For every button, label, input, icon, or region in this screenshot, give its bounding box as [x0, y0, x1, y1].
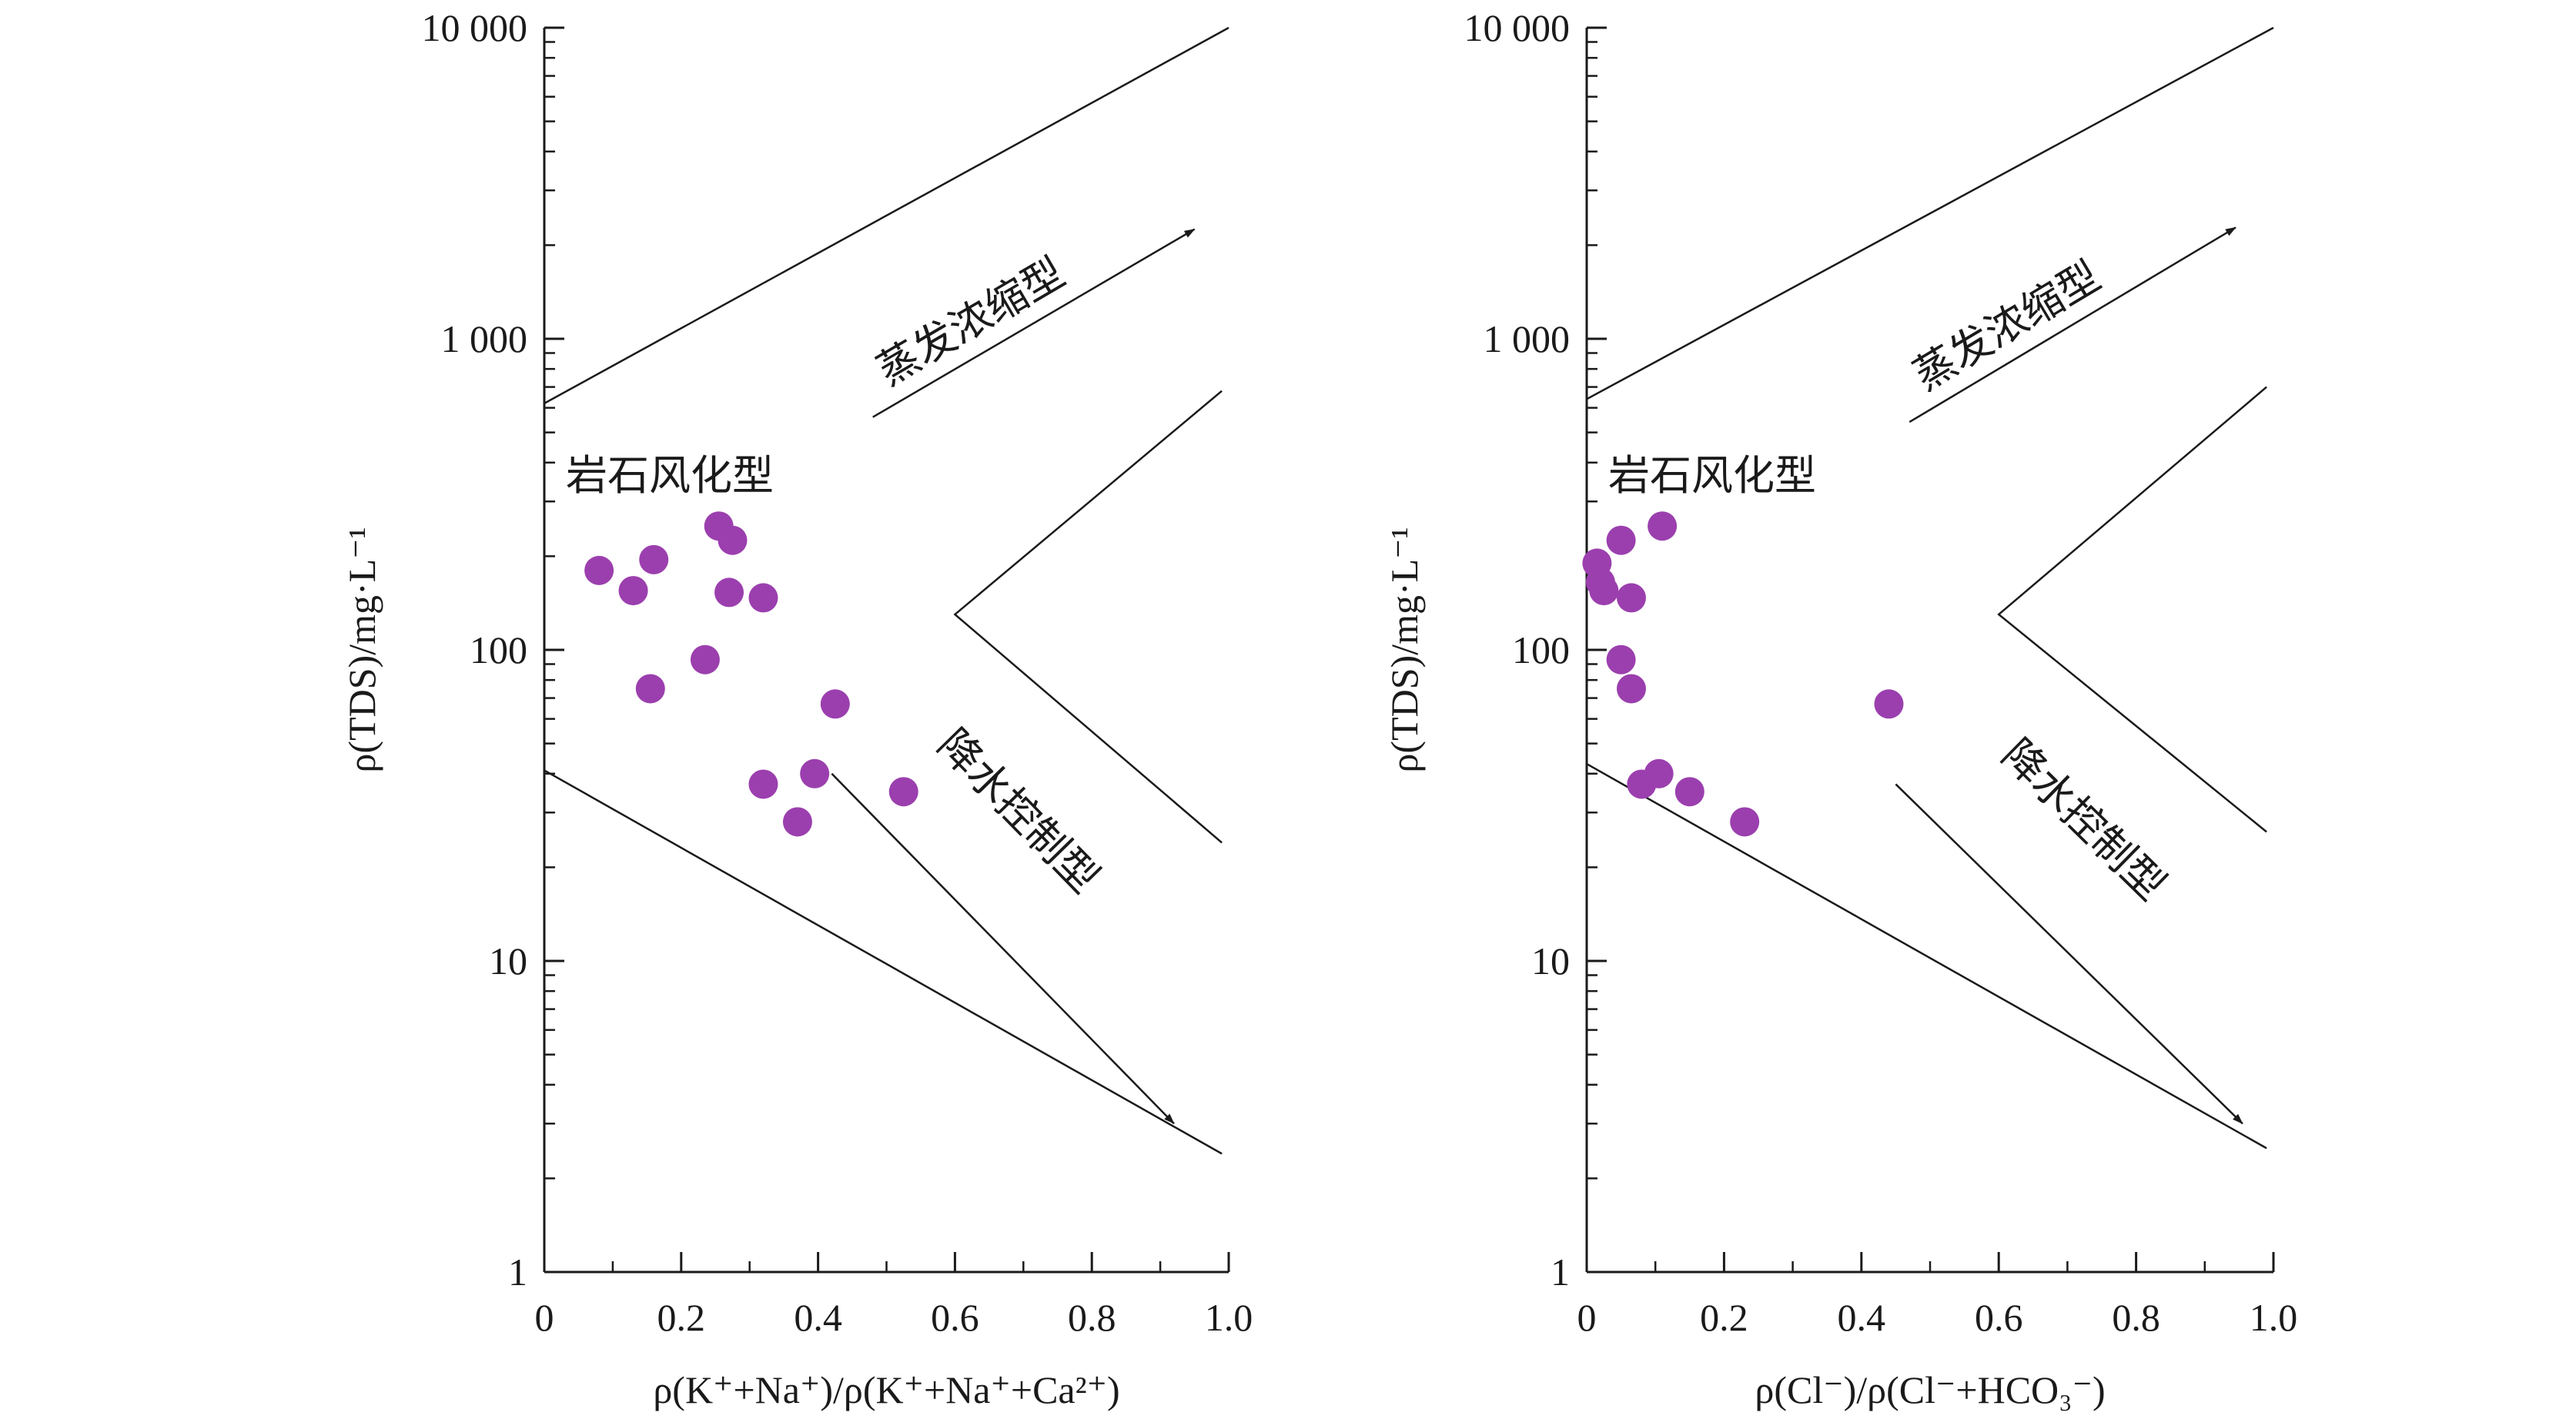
upper-boundary-line: [544, 26, 1229, 404]
x-tick-label: 0.8: [2112, 1296, 2160, 1339]
data-point: [782, 807, 812, 837]
precipitation-arrow: [1895, 783, 2243, 1125]
data-point: [584, 555, 614, 585]
evaporation-label: 蒸发浓缩型: [1905, 252, 2109, 400]
y-tick-label: 10 000: [1464, 6, 1571, 49]
inner-boundary-line: [1997, 386, 2267, 833]
x-tick-label: 0.6: [1975, 1296, 2023, 1339]
x-tick-label: 0.8: [1068, 1296, 1116, 1339]
data-point: [1606, 644, 1636, 675]
x-tick-label: 0: [535, 1296, 554, 1339]
y-axis-label: ρ(TDS)/mg·L⁻¹: [340, 527, 383, 772]
data-point: [1874, 689, 1904, 719]
x-tick-label: 0.4: [1838, 1296, 1886, 1339]
data-point: [1616, 583, 1646, 613]
data-point: [714, 577, 744, 608]
data-point: [1730, 807, 1760, 837]
y-tick-label: 1: [508, 1250, 527, 1294]
lower-boundary-line: [544, 769, 1223, 1155]
x-tick-label: 0.4: [794, 1296, 842, 1339]
panel-1: 1 10 100 1 000 10 000 0 0.2 0.4 0.6 0.8 1.0 ρ(K⁺+Na…: [340, 6, 1253, 1411]
data-point: [1644, 758, 1674, 788]
y-axis-label: ρ(TDS)/mg·L⁻¹: [1383, 527, 1426, 772]
y-tick-label: 1 000: [441, 317, 528, 360]
x-axis-label: ρ(Cl⁻)/ρ(Cl⁻+HCO₃⁻): [1755, 1368, 2105, 1411]
evaporation-label: 蒸发浓缩型: [869, 248, 1073, 395]
x-axis-label: ρ(K⁺+Na⁺)/ρ(K⁺+Na⁺+Ca²⁺): [653, 1368, 1119, 1411]
data-point: [748, 583, 778, 613]
x-tick-label: 0.2: [1700, 1296, 1748, 1339]
evaporation-arrow: [1909, 226, 2236, 423]
data-point: [639, 544, 669, 574]
precipitation-label: 降水控制型: [1992, 730, 2175, 910]
data-point: [718, 525, 748, 555]
precipitation-label: 降水控制型: [928, 720, 1109, 902]
y-tick-label: 100: [1512, 628, 1570, 671]
data-point: [1674, 777, 1705, 807]
data-point: [800, 758, 830, 788]
x-tick-label: 0: [1577, 1296, 1597, 1339]
x-tick-label: 0.2: [657, 1296, 706, 1339]
panel-2: 1 10 100 1 000 10 000 0 0.2 0.4 0.6 0.8 1.0 ρ(Cl⁻)/…: [1383, 6, 2297, 1411]
rock-weathering-label: 岩石风化型: [1608, 451, 1816, 500]
y-tick-label: 10 000: [422, 6, 528, 49]
data-point: [635, 674, 665, 704]
data-point: [888, 777, 918, 807]
data-point: [820, 689, 850, 719]
upper-boundary-line: [1586, 26, 2274, 400]
y-tick-label: 1 000: [1484, 317, 1571, 360]
lower-boundary-line: [1586, 762, 2267, 1150]
data-point: [1606, 525, 1636, 555]
x-tick-label: 0.6: [931, 1296, 979, 1339]
precipitation-arrow: [831, 772, 1175, 1125]
y-tick-label: 10: [489, 939, 527, 982]
inner-boundary-line: [953, 390, 1223, 844]
y-tick-label: 1: [1551, 1250, 1570, 1294]
data-point: [1648, 511, 1678, 541]
y-tick-label: 10: [1531, 939, 1570, 982]
data-point: [748, 769, 778, 799]
data-point: [618, 576, 648, 606]
data-point: [1589, 576, 1619, 606]
x-tick-label: 1.0: [2250, 1296, 2298, 1339]
x-tick-label: 1.0: [1205, 1296, 1253, 1339]
data-point: [690, 644, 720, 675]
y-tick-label: 100: [470, 628, 527, 671]
data-point: [1616, 674, 1646, 704]
rock-weathering-label: 岩石风化型: [566, 451, 774, 500]
evaporation-arrow: [872, 228, 1196, 418]
